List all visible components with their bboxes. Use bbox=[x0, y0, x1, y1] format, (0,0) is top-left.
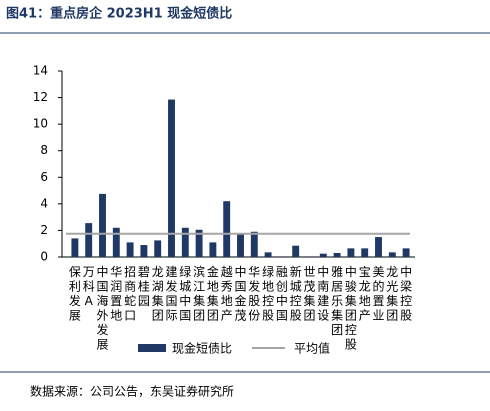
bar bbox=[126, 242, 134, 257]
x-tick-label: 金地集团 bbox=[207, 264, 219, 323]
bar bbox=[402, 248, 410, 257]
x-tick-label: 中梁控股 bbox=[400, 264, 412, 323]
x-tick-label: 中国海外发展 bbox=[96, 264, 108, 352]
x-tick-label: 滨江集团 bbox=[193, 264, 205, 323]
x-tick-label: 华润置地 bbox=[110, 265, 122, 323]
bar bbox=[85, 223, 93, 257]
bar bbox=[181, 227, 189, 257]
bar bbox=[388, 252, 396, 257]
x-tick-label: 碧桂园 bbox=[138, 265, 150, 308]
bar bbox=[264, 252, 272, 257]
x-tick-label: 中骏集团控股 bbox=[345, 264, 357, 352]
bar bbox=[154, 240, 162, 257]
bar bbox=[168, 99, 175, 257]
chart-title: 图41：重点房企 2023H1 现金短债比 bbox=[6, 6, 232, 22]
x-tick-label: 中国金茂 bbox=[234, 264, 246, 323]
bar bbox=[195, 229, 203, 257]
bar bbox=[237, 233, 244, 257]
bar bbox=[140, 245, 148, 257]
x-tick-label: 绿地控股 bbox=[262, 264, 274, 323]
y-tick-label: 0 bbox=[40, 250, 48, 264]
legend-label: 平均值 bbox=[294, 341, 330, 356]
y-tick-label: 14 bbox=[33, 64, 48, 78]
source-note: 数据来源：公司公告，东吴证券研究所 bbox=[30, 384, 234, 399]
x-tick-label: 招商蛇口 bbox=[124, 265, 136, 323]
y-tick-label: 10 bbox=[33, 117, 48, 131]
x-tick-label: 中南建设 bbox=[317, 264, 329, 323]
x-tick-label: 龙光集团 bbox=[386, 265, 398, 323]
x-tick-label: 宝龙地产 bbox=[359, 265, 371, 323]
y-tick-label: 6 bbox=[40, 170, 48, 184]
x-tick-label: 美的置业 bbox=[372, 265, 384, 323]
legend-label: 现金短债比 bbox=[172, 341, 232, 356]
bar bbox=[71, 238, 79, 257]
x-tick-label: 万科 A bbox=[83, 265, 95, 308]
y-tick-label: 12 bbox=[33, 90, 48, 104]
x-tick-label: 雅居乐集团 bbox=[331, 264, 343, 337]
x-tick-label: 越秀地产 bbox=[221, 265, 233, 323]
bar bbox=[375, 237, 382, 257]
x-tick-label: 绿城中国 bbox=[179, 264, 191, 323]
bar bbox=[209, 242, 217, 257]
y-tick-label: 4 bbox=[40, 196, 48, 210]
legend-swatch bbox=[138, 344, 166, 352]
bar bbox=[361, 248, 369, 257]
y-tick-label: 2 bbox=[40, 223, 48, 237]
x-tick-label: 融创中国 bbox=[276, 265, 288, 323]
bar bbox=[99, 193, 106, 257]
bar bbox=[250, 231, 258, 257]
bar bbox=[292, 245, 300, 257]
bar bbox=[112, 227, 120, 257]
bar bbox=[319, 253, 327, 257]
x-tick-label: 建发国际 bbox=[165, 265, 177, 323]
bar bbox=[306, 256, 313, 257]
bar bbox=[333, 253, 341, 257]
bar bbox=[278, 256, 286, 257]
x-tick-label: 新城控股 bbox=[290, 264, 302, 323]
x-tick-label: 龙湖集团 bbox=[152, 265, 164, 323]
y-tick-label: 8 bbox=[40, 143, 48, 157]
bar bbox=[223, 201, 231, 257]
x-tick-label: 世茂集团 bbox=[303, 265, 315, 323]
bar bbox=[347, 248, 355, 257]
x-tick-label: 保利发展 bbox=[69, 265, 81, 323]
x-tick-label: 华发股份 bbox=[248, 265, 260, 323]
